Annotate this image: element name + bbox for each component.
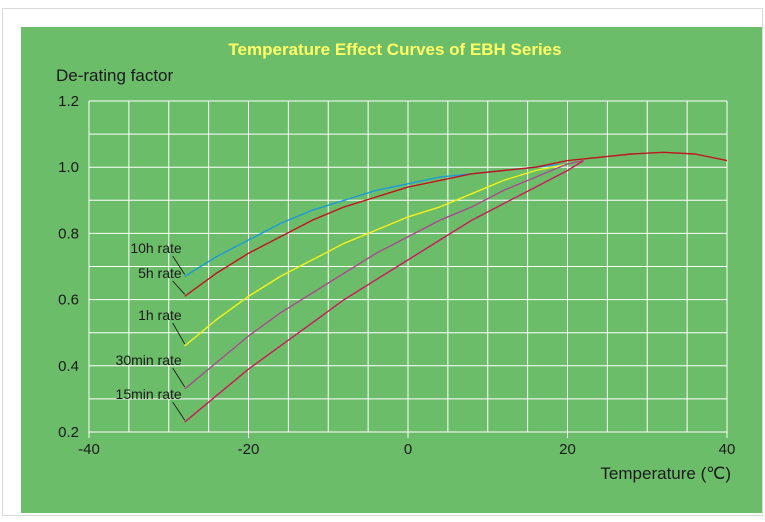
y-tick-label: 0.8 (58, 225, 79, 242)
x-tick-label: 0 (404, 441, 412, 458)
series-leader-line (172, 367, 186, 388)
series-line (184, 159, 584, 390)
series-leader-line (172, 401, 186, 421)
series-line (184, 159, 584, 347)
series-line (184, 151, 728, 297)
series-label: 10h rate (130, 240, 182, 256)
y-tick-label: 0.4 (58, 358, 79, 375)
y-tick-label: 0.2 (58, 424, 79, 441)
y-tick-label: 0.6 (58, 292, 79, 309)
series-line (184, 160, 584, 423)
y-axis-label: De-rating factor (56, 66, 173, 85)
series-label: 30min rate (116, 352, 182, 368)
series-label: 5h rate (138, 265, 182, 281)
chart-svg: Temperature Effect Curves of EBH Series … (21, 27, 762, 513)
series-leader-line (172, 322, 186, 345)
chart-frame: Temperature Effect Curves of EBH Series … (2, 8, 763, 516)
x-axis-label: Temperature (℃) (600, 464, 731, 483)
series-lines (184, 151, 728, 423)
series-leader-line (172, 255, 186, 275)
x-tick-label: 20 (559, 441, 576, 458)
x-tick-label: -40 (78, 441, 100, 458)
y-tick-label: 1.2 (58, 93, 79, 110)
grid (88, 100, 728, 438)
x-tick-label: -20 (238, 441, 260, 458)
series-labels: 10h rate 5h rate 1h rate 30min rate 15min ra… (116, 240, 186, 421)
x-tick-label: 40 (719, 441, 736, 458)
y-tick-label: 1.0 (58, 159, 79, 176)
series-label: 1h rate (138, 307, 182, 323)
tick-labels: -40 -20 0 20 40 0.2 0.4 0.6 0.8 1.0 1.2 (58, 93, 735, 458)
chart-title: Temperature Effect Curves of EBH Series (228, 40, 561, 59)
series-label: 15min rate (116, 386, 182, 402)
series-leader-line (172, 280, 186, 295)
